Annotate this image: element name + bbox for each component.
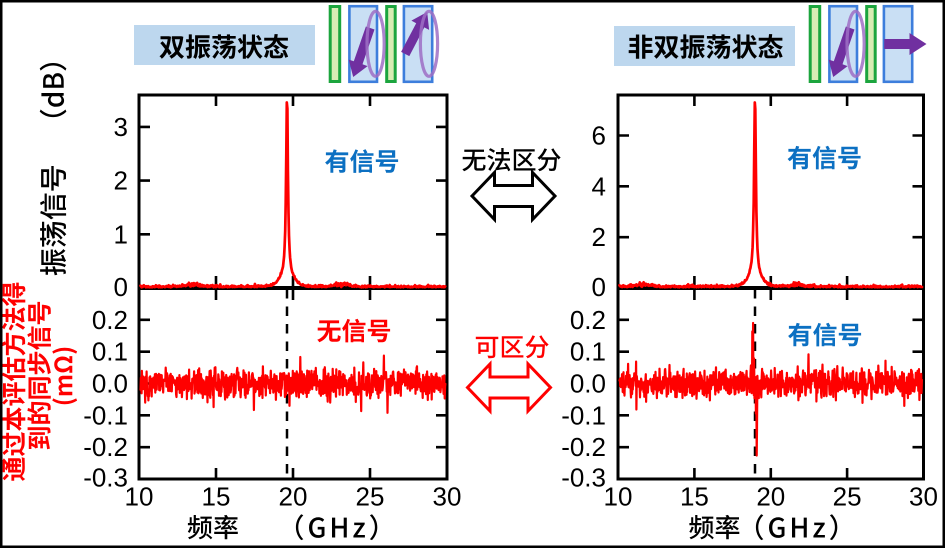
svg-text:0: 0	[114, 272, 128, 302]
svg-text:0.1: 0.1	[92, 337, 128, 367]
svg-text:20: 20	[279, 482, 308, 512]
svg-text:2: 2	[592, 222, 606, 252]
svg-text:-0.3: -0.3	[83, 463, 128, 493]
svg-text:10: 10	[604, 482, 633, 512]
svg-text:0.2: 0.2	[570, 305, 606, 335]
svg-text:0.1: 0.1	[570, 337, 606, 367]
svg-text:4: 4	[592, 171, 606, 201]
svg-text:0.0: 0.0	[570, 369, 606, 399]
svg-text:30: 30	[909, 482, 938, 512]
svg-text:30: 30	[433, 482, 462, 512]
svg-text:15: 15	[680, 482, 709, 512]
svg-text:10: 10	[125, 482, 154, 512]
svg-text:2: 2	[114, 166, 128, 196]
svg-text:-0.2: -0.2	[83, 432, 128, 462]
svg-text:-0.2: -0.2	[561, 432, 606, 462]
svg-text:25: 25	[356, 482, 385, 512]
svg-text:0: 0	[592, 272, 606, 302]
svg-text:0.0: 0.0	[92, 369, 128, 399]
svg-text:-0.3: -0.3	[561, 463, 606, 493]
svg-text:20: 20	[756, 482, 785, 512]
svg-text:6: 6	[592, 121, 606, 151]
svg-text:1: 1	[114, 219, 128, 249]
svg-text:25: 25	[833, 482, 862, 512]
svg-text:0.2: 0.2	[92, 305, 128, 335]
svg-text:3: 3	[114, 112, 128, 142]
svg-text:-0.1: -0.1	[83, 400, 128, 430]
svg-text:-0.1: -0.1	[561, 400, 606, 430]
svg-text:15: 15	[202, 482, 231, 512]
